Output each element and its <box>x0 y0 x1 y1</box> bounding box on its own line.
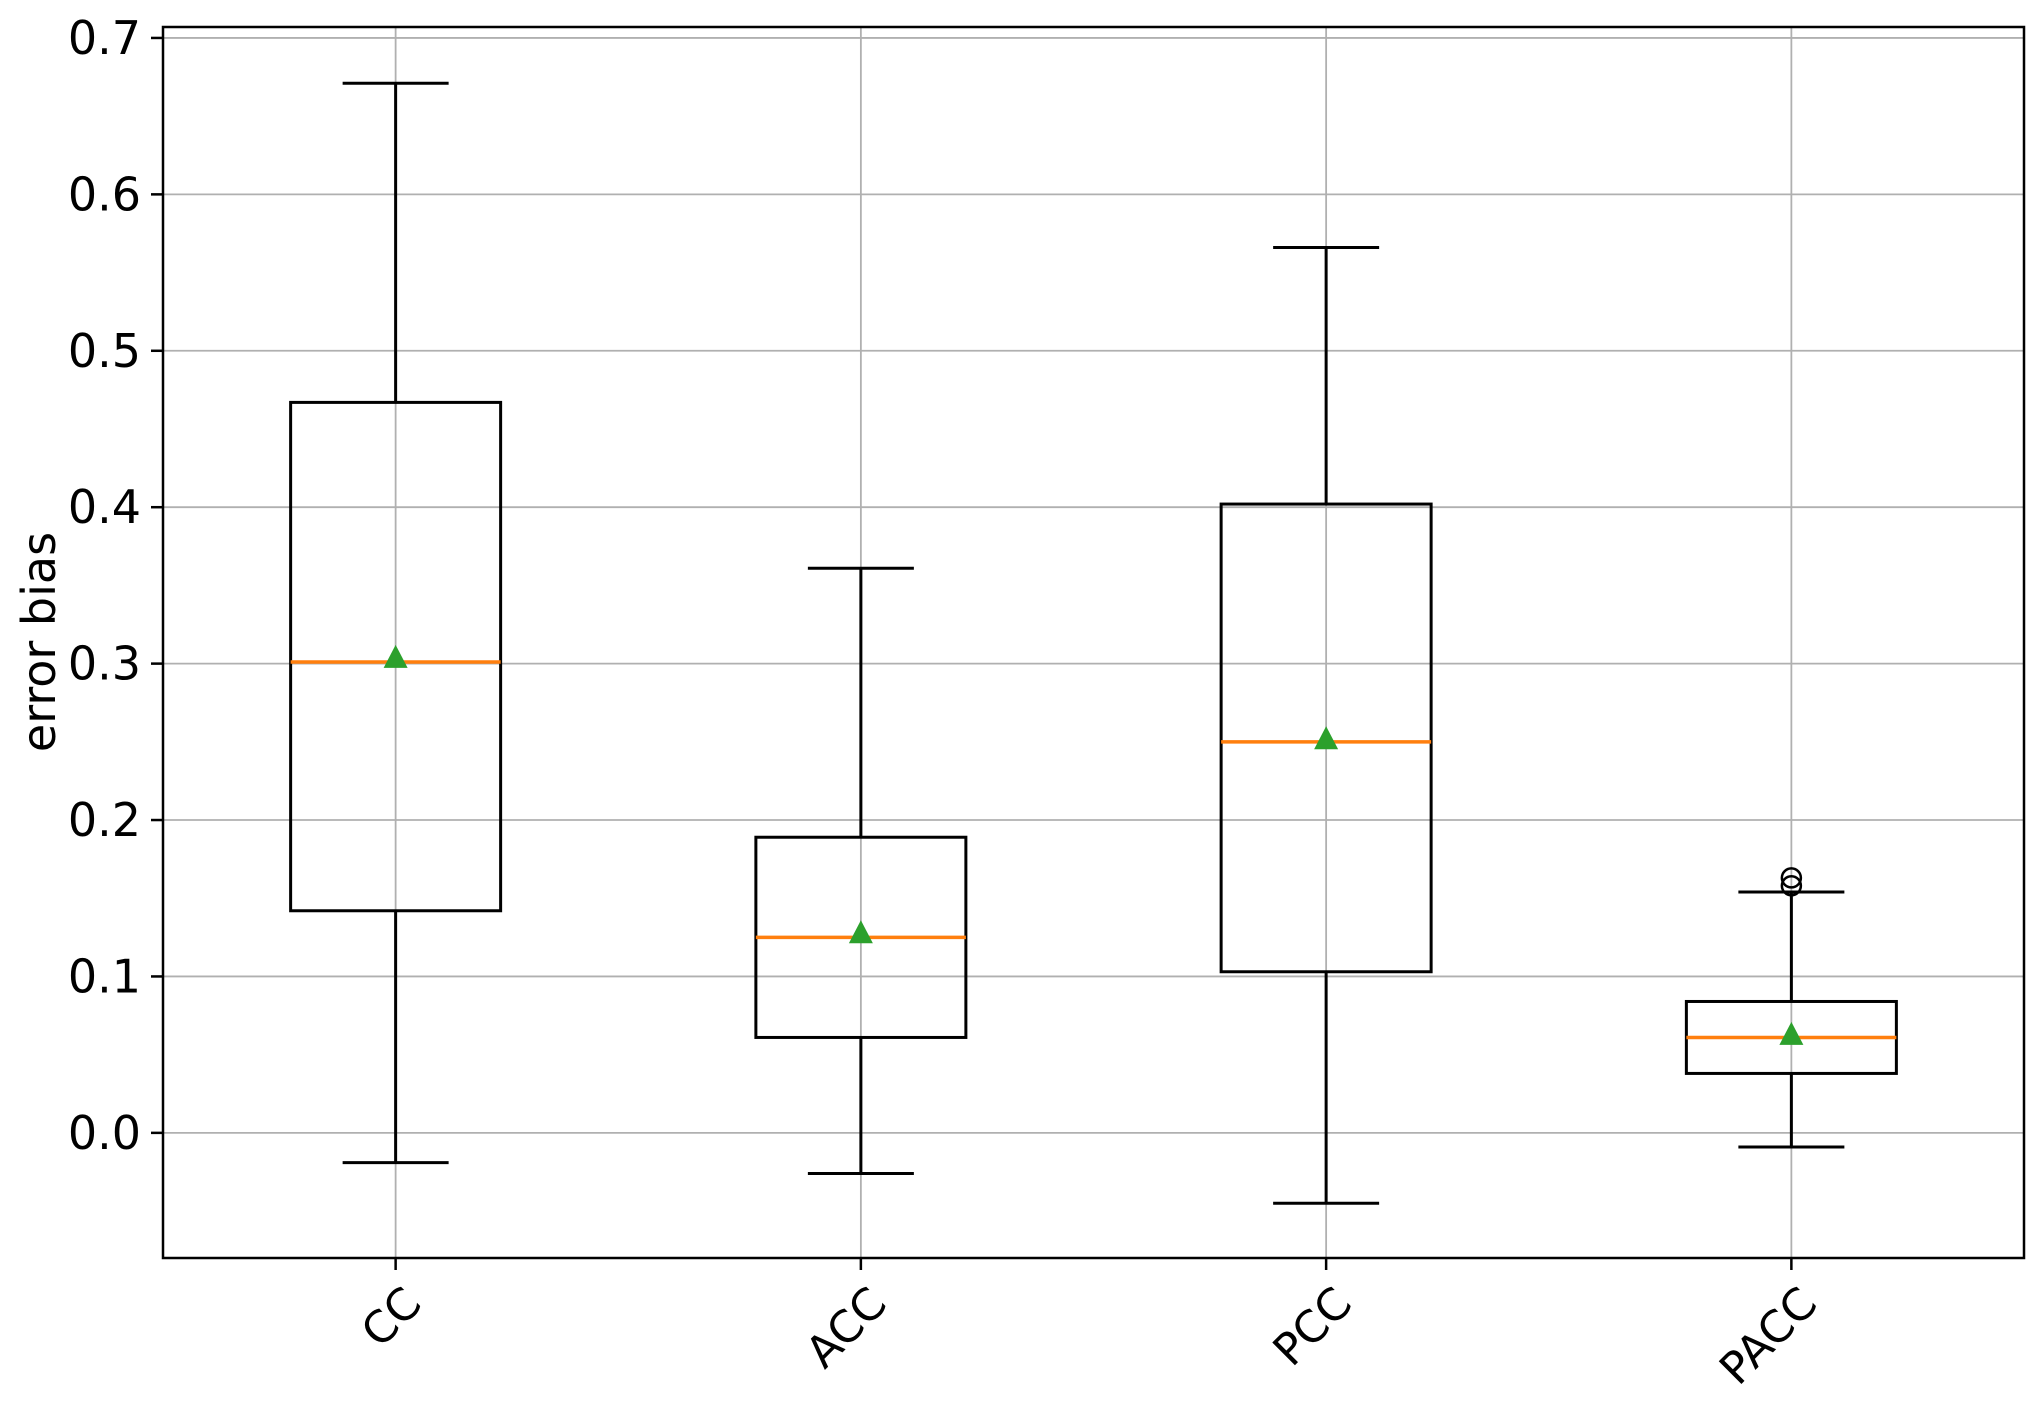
mean-marker <box>383 644 408 668</box>
x-tick-label-pcc: PCC <box>1264 1278 1362 1376</box>
y-tick-label: 0.4 <box>68 480 141 534</box>
x-tick-label-pacc: PACC <box>1710 1278 1827 1395</box>
y-tick-label: 0.0 <box>68 1106 141 1160</box>
y-tick-label: 0.5 <box>68 324 141 378</box>
y-tick-label: 0.2 <box>68 793 141 847</box>
y-tick-label: 0.1 <box>68 949 141 1003</box>
iqr-box <box>1219 502 1433 974</box>
box-group-pcc <box>1219 246 1433 1205</box>
mean-marker <box>848 920 873 944</box>
axis-layer: 0.0 0.1 0.2 0.3 0.4 0.5 0.6 0.7 CC ACC PCC PACC <box>68 11 2026 1395</box>
box-group-cc <box>289 81 503 1165</box>
x-tick-label-cc: CC <box>352 1278 432 1358</box>
data-layer <box>289 81 1898 1205</box>
outlier-marker <box>1780 867 1803 889</box>
y-axis-label: error bias <box>12 532 66 752</box>
mean-marker <box>1314 726 1339 750</box>
plot-border <box>161 25 2026 1260</box>
y-tick-label: 0.3 <box>68 637 141 691</box>
mean-marker <box>1779 1021 1804 1045</box>
y-tick-label: 0.7 <box>68 11 141 65</box>
box-group-acc <box>754 566 968 1176</box>
y-tick-label: 0.6 <box>68 167 141 221</box>
x-tick-label-acc: ACC <box>796 1278 896 1378</box>
box-group-pacc <box>1684 867 1898 1149</box>
outlier-marker <box>1780 874 1803 897</box>
iqr-box <box>289 400 503 913</box>
